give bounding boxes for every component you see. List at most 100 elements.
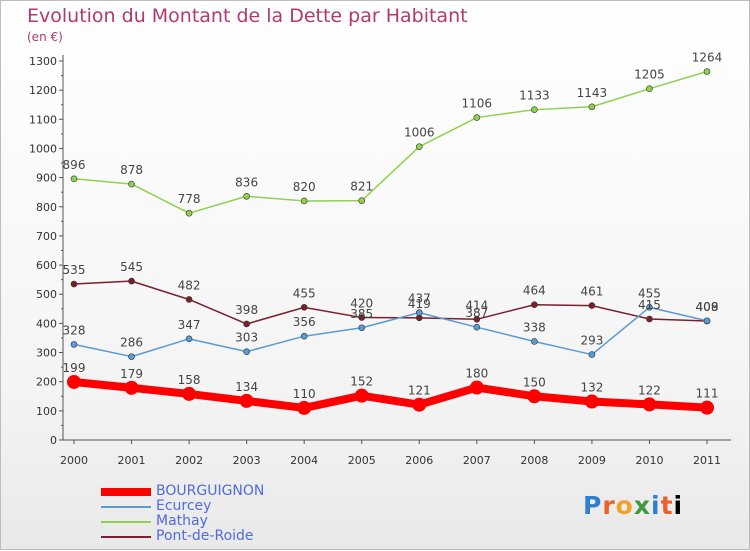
data-label: 179	[120, 367, 143, 381]
data-label: 158	[178, 373, 201, 387]
y-tick-label: 600	[36, 259, 57, 272]
data-label: 121	[408, 384, 431, 398]
data-point	[70, 280, 78, 288]
data-label: 420	[350, 297, 373, 311]
y-tick-label: 0	[50, 434, 57, 447]
y-tick-label: 1000	[29, 142, 57, 155]
data-label: 286	[120, 336, 143, 350]
legend-item: Ecurcey	[101, 498, 361, 515]
y-tick-label: 700	[36, 230, 57, 243]
data-point	[185, 296, 193, 303]
data-label: 535	[63, 263, 86, 277]
y-tick-label: 500	[36, 288, 57, 301]
data-label: 303	[235, 331, 258, 345]
legend: BOURGUIGNON Ecurcey Mathay Pont-de-Roide	[101, 483, 361, 545]
chart-title: Evolution du Montant de la Dette par Hab…	[27, 5, 468, 27]
data-label: 820	[293, 180, 316, 194]
data-point	[239, 393, 254, 408]
data-label: 1106	[462, 97, 493, 111]
legend-item: Mathay	[101, 513, 361, 530]
data-label: 338	[523, 320, 546, 334]
data-point	[300, 332, 308, 340]
data-point	[243, 348, 250, 355]
data-label: 150	[523, 375, 546, 389]
data-point	[354, 388, 369, 403]
legend-swatch	[101, 521, 151, 523]
data-point	[124, 380, 139, 395]
logo-letter: x	[633, 491, 651, 520]
data-point	[473, 316, 481, 323]
data-point	[185, 209, 193, 217]
y-tick-label: 1300	[29, 55, 57, 68]
legend-swatch	[101, 488, 151, 496]
data-label: 778	[178, 192, 201, 206]
data-point	[128, 277, 135, 285]
data-label: 1006	[404, 126, 435, 140]
proxiti-logo: Proxiti	[583, 491, 683, 520]
data-label: 414	[465, 298, 488, 312]
data-label: 110	[293, 387, 316, 401]
data-label: 122	[638, 383, 661, 397]
data-point	[588, 103, 596, 111]
y-tick-label: 800	[36, 201, 57, 214]
data-point	[300, 197, 308, 205]
data-label: 1264	[692, 50, 723, 64]
x-tick-label: 2006	[405, 454, 433, 467]
logo-letter: i	[651, 491, 661, 520]
data-label: 134	[235, 380, 258, 394]
x-tick-label: 2007	[463, 454, 491, 467]
data-point	[700, 400, 714, 415]
data-label: 878	[120, 163, 143, 177]
data-label: 437	[408, 292, 431, 306]
data-label: 132	[580, 381, 603, 395]
data-label: 111	[696, 387, 719, 401]
legend-label: Mathay	[156, 513, 208, 529]
data-label: 1133	[519, 89, 550, 103]
data-point	[527, 389, 542, 404]
chart-subtitle: (en €)	[27, 30, 63, 44]
data-label: 464	[523, 284, 546, 298]
x-tick-label: 2008	[520, 454, 548, 467]
data-label: 836	[235, 175, 258, 189]
data-label: 180	[465, 367, 488, 381]
data-point	[182, 386, 197, 401]
data-point	[128, 353, 135, 360]
data-label: 419	[408, 297, 431, 311]
logo-letter: o	[615, 491, 634, 520]
y-tick-label: 1200	[29, 84, 57, 97]
x-tick-label: 2011	[693, 454, 721, 467]
x-tick-label: 2010	[635, 454, 663, 467]
logo-letter: i	[673, 491, 684, 520]
data-point	[588, 351, 596, 358]
data-point	[473, 323, 481, 331]
x-tick-label: 2009	[578, 454, 606, 467]
y-tick-label: 1100	[29, 113, 57, 126]
data-point	[703, 317, 711, 325]
data-label: 356	[293, 315, 316, 329]
data-point	[703, 68, 711, 75]
data-point	[297, 400, 312, 415]
data-point	[588, 302, 596, 309]
series-line-mathay	[73, 70, 708, 214]
legend-label: BOURGUIGNON	[156, 483, 265, 499]
data-point	[358, 324, 366, 332]
x-tick-label: 2000	[60, 454, 88, 467]
data-label: 896	[63, 158, 86, 172]
x-tick-label: 2002	[175, 454, 203, 467]
data-point	[646, 315, 653, 323]
x-tick-label: 2004	[290, 454, 318, 467]
data-point	[67, 374, 81, 389]
data-point	[531, 301, 538, 309]
logo-letter: r	[602, 491, 616, 520]
y-tick-label: 200	[36, 376, 57, 389]
data-label: 199	[63, 361, 86, 375]
data-label: 293	[580, 334, 603, 348]
legend-label: Ecurcey	[156, 498, 212, 514]
x-tick-label: 2003	[233, 454, 261, 467]
data-point	[358, 314, 366, 321]
y-tick-label: 100	[36, 405, 57, 418]
logo-letter: P	[583, 491, 603, 520]
data-label: 409	[696, 300, 719, 314]
legend-label: Pont-de-Roide	[156, 528, 254, 544]
